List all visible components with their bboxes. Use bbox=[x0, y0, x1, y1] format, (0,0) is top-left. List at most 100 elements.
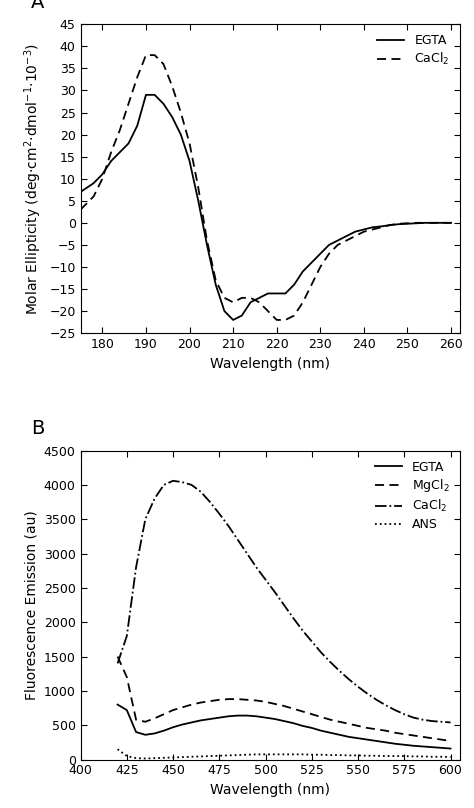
CaCl$_2$ bbox=[91, 191, 97, 201]
CaCl$_2$ bbox=[108, 147, 114, 157]
EGTA bbox=[422, 218, 428, 228]
ANS bbox=[226, 751, 231, 760]
Line: MgCl$_2$: MgCl$_2$ bbox=[118, 657, 450, 741]
ANS bbox=[143, 754, 148, 764]
EGTA bbox=[213, 280, 219, 289]
CaCl$_2$ bbox=[78, 204, 83, 214]
MgCl$_2$ bbox=[170, 705, 176, 715]
ANS bbox=[374, 751, 379, 760]
CaCl$_2$ bbox=[431, 218, 437, 228]
ANS bbox=[161, 753, 167, 763]
CaCl$_2$ bbox=[143, 50, 149, 60]
CaCl$_2$ bbox=[378, 222, 384, 232]
CaCl$_2$ bbox=[405, 218, 410, 228]
MgCl$_2$ bbox=[300, 707, 305, 717]
EGTA bbox=[429, 743, 435, 752]
CaCl$_2$ bbox=[161, 59, 166, 69]
CaCl$_2$ bbox=[326, 249, 332, 259]
EGTA bbox=[344, 231, 349, 241]
EGTA bbox=[265, 288, 271, 298]
ANS bbox=[272, 750, 278, 760]
CaCl$_2$ bbox=[115, 659, 120, 668]
CaCl$_2$ bbox=[256, 297, 262, 307]
CaCl$_2$ bbox=[370, 225, 375, 234]
MgCl$_2$ bbox=[226, 694, 231, 704]
ANS bbox=[152, 753, 157, 763]
CaCl$_2$ bbox=[263, 574, 268, 584]
CaCl$_2$ bbox=[217, 509, 222, 519]
ANS bbox=[207, 751, 213, 761]
CaCl$_2$ bbox=[198, 487, 204, 497]
Line: EGTA: EGTA bbox=[118, 705, 450, 748]
CaCl$_2$ bbox=[265, 306, 271, 316]
EGTA bbox=[447, 743, 453, 753]
EGTA bbox=[274, 288, 280, 298]
EGTA bbox=[346, 732, 352, 742]
ANS bbox=[447, 752, 453, 762]
CaCl$_2$ bbox=[365, 688, 370, 698]
EGTA bbox=[387, 221, 393, 230]
EGTA bbox=[152, 729, 157, 739]
CaCl$_2$ bbox=[448, 218, 454, 228]
CaCl$_2$ bbox=[195, 183, 201, 192]
CaCl$_2$ bbox=[344, 236, 349, 246]
EGTA bbox=[318, 726, 324, 735]
MgCl$_2$ bbox=[420, 732, 426, 742]
EGTA bbox=[309, 723, 315, 733]
ANS bbox=[115, 744, 120, 754]
EGTA bbox=[401, 740, 407, 750]
EGTA bbox=[152, 90, 157, 99]
MgCl$_2$ bbox=[263, 697, 268, 707]
EGTA bbox=[108, 156, 114, 166]
EGTA bbox=[221, 306, 227, 316]
CaCl$_2$ bbox=[420, 715, 426, 725]
EGTA bbox=[91, 179, 97, 188]
EGTA bbox=[207, 714, 213, 724]
Line: CaCl$_2$: CaCl$_2$ bbox=[81, 55, 451, 320]
CaCl$_2$ bbox=[213, 276, 219, 285]
EGTA bbox=[281, 716, 287, 726]
CaCl$_2$ bbox=[187, 138, 192, 148]
CaCl$_2$ bbox=[328, 657, 333, 667]
CaCl$_2$ bbox=[292, 311, 297, 321]
EGTA bbox=[431, 218, 437, 228]
EGTA bbox=[355, 734, 361, 743]
EGTA bbox=[78, 187, 83, 197]
ANS bbox=[235, 750, 241, 760]
MgCl$_2$ bbox=[309, 709, 315, 719]
CaCl$_2$ bbox=[152, 494, 157, 503]
MgCl$_2$ bbox=[198, 697, 204, 707]
MgCl$_2$ bbox=[410, 730, 416, 740]
MgCl$_2$ bbox=[374, 725, 379, 734]
CaCl$_2$ bbox=[135, 73, 140, 82]
CaCl$_2$ bbox=[309, 637, 315, 646]
CaCl$_2$ bbox=[337, 666, 342, 675]
ANS bbox=[401, 751, 407, 761]
CaCl$_2$ bbox=[291, 613, 296, 623]
EGTA bbox=[170, 722, 176, 732]
ANS bbox=[429, 752, 435, 762]
ANS bbox=[392, 751, 398, 761]
EGTA bbox=[161, 99, 166, 108]
EGTA bbox=[135, 121, 140, 131]
EGTA bbox=[328, 728, 333, 738]
Y-axis label: Molar Ellipticity (deg·cm$^2$·dmol$^{-1}$·10$^{-3}$): Molar Ellipticity (deg·cm$^2$·dmol$^{-1}… bbox=[22, 43, 44, 314]
ANS bbox=[420, 751, 426, 761]
EGTA bbox=[126, 138, 131, 148]
ANS bbox=[438, 752, 444, 762]
CaCl$_2$ bbox=[447, 718, 453, 727]
EGTA bbox=[439, 218, 445, 228]
CaCl$_2$ bbox=[161, 480, 167, 490]
X-axis label: Wavelength (nm): Wavelength (nm) bbox=[210, 356, 330, 371]
CaCl$_2$ bbox=[189, 480, 194, 490]
CaCl$_2$ bbox=[126, 99, 131, 108]
MgCl$_2$ bbox=[447, 736, 453, 746]
ANS bbox=[189, 752, 194, 762]
Legend: EGTA, CaCl$_2$: EGTA, CaCl$_2$ bbox=[373, 31, 454, 71]
CaCl$_2$ bbox=[361, 227, 367, 237]
ANS bbox=[337, 750, 342, 760]
CaCl$_2$ bbox=[272, 587, 278, 597]
EGTA bbox=[352, 227, 358, 237]
ANS bbox=[328, 750, 333, 760]
MgCl$_2$ bbox=[401, 730, 407, 739]
